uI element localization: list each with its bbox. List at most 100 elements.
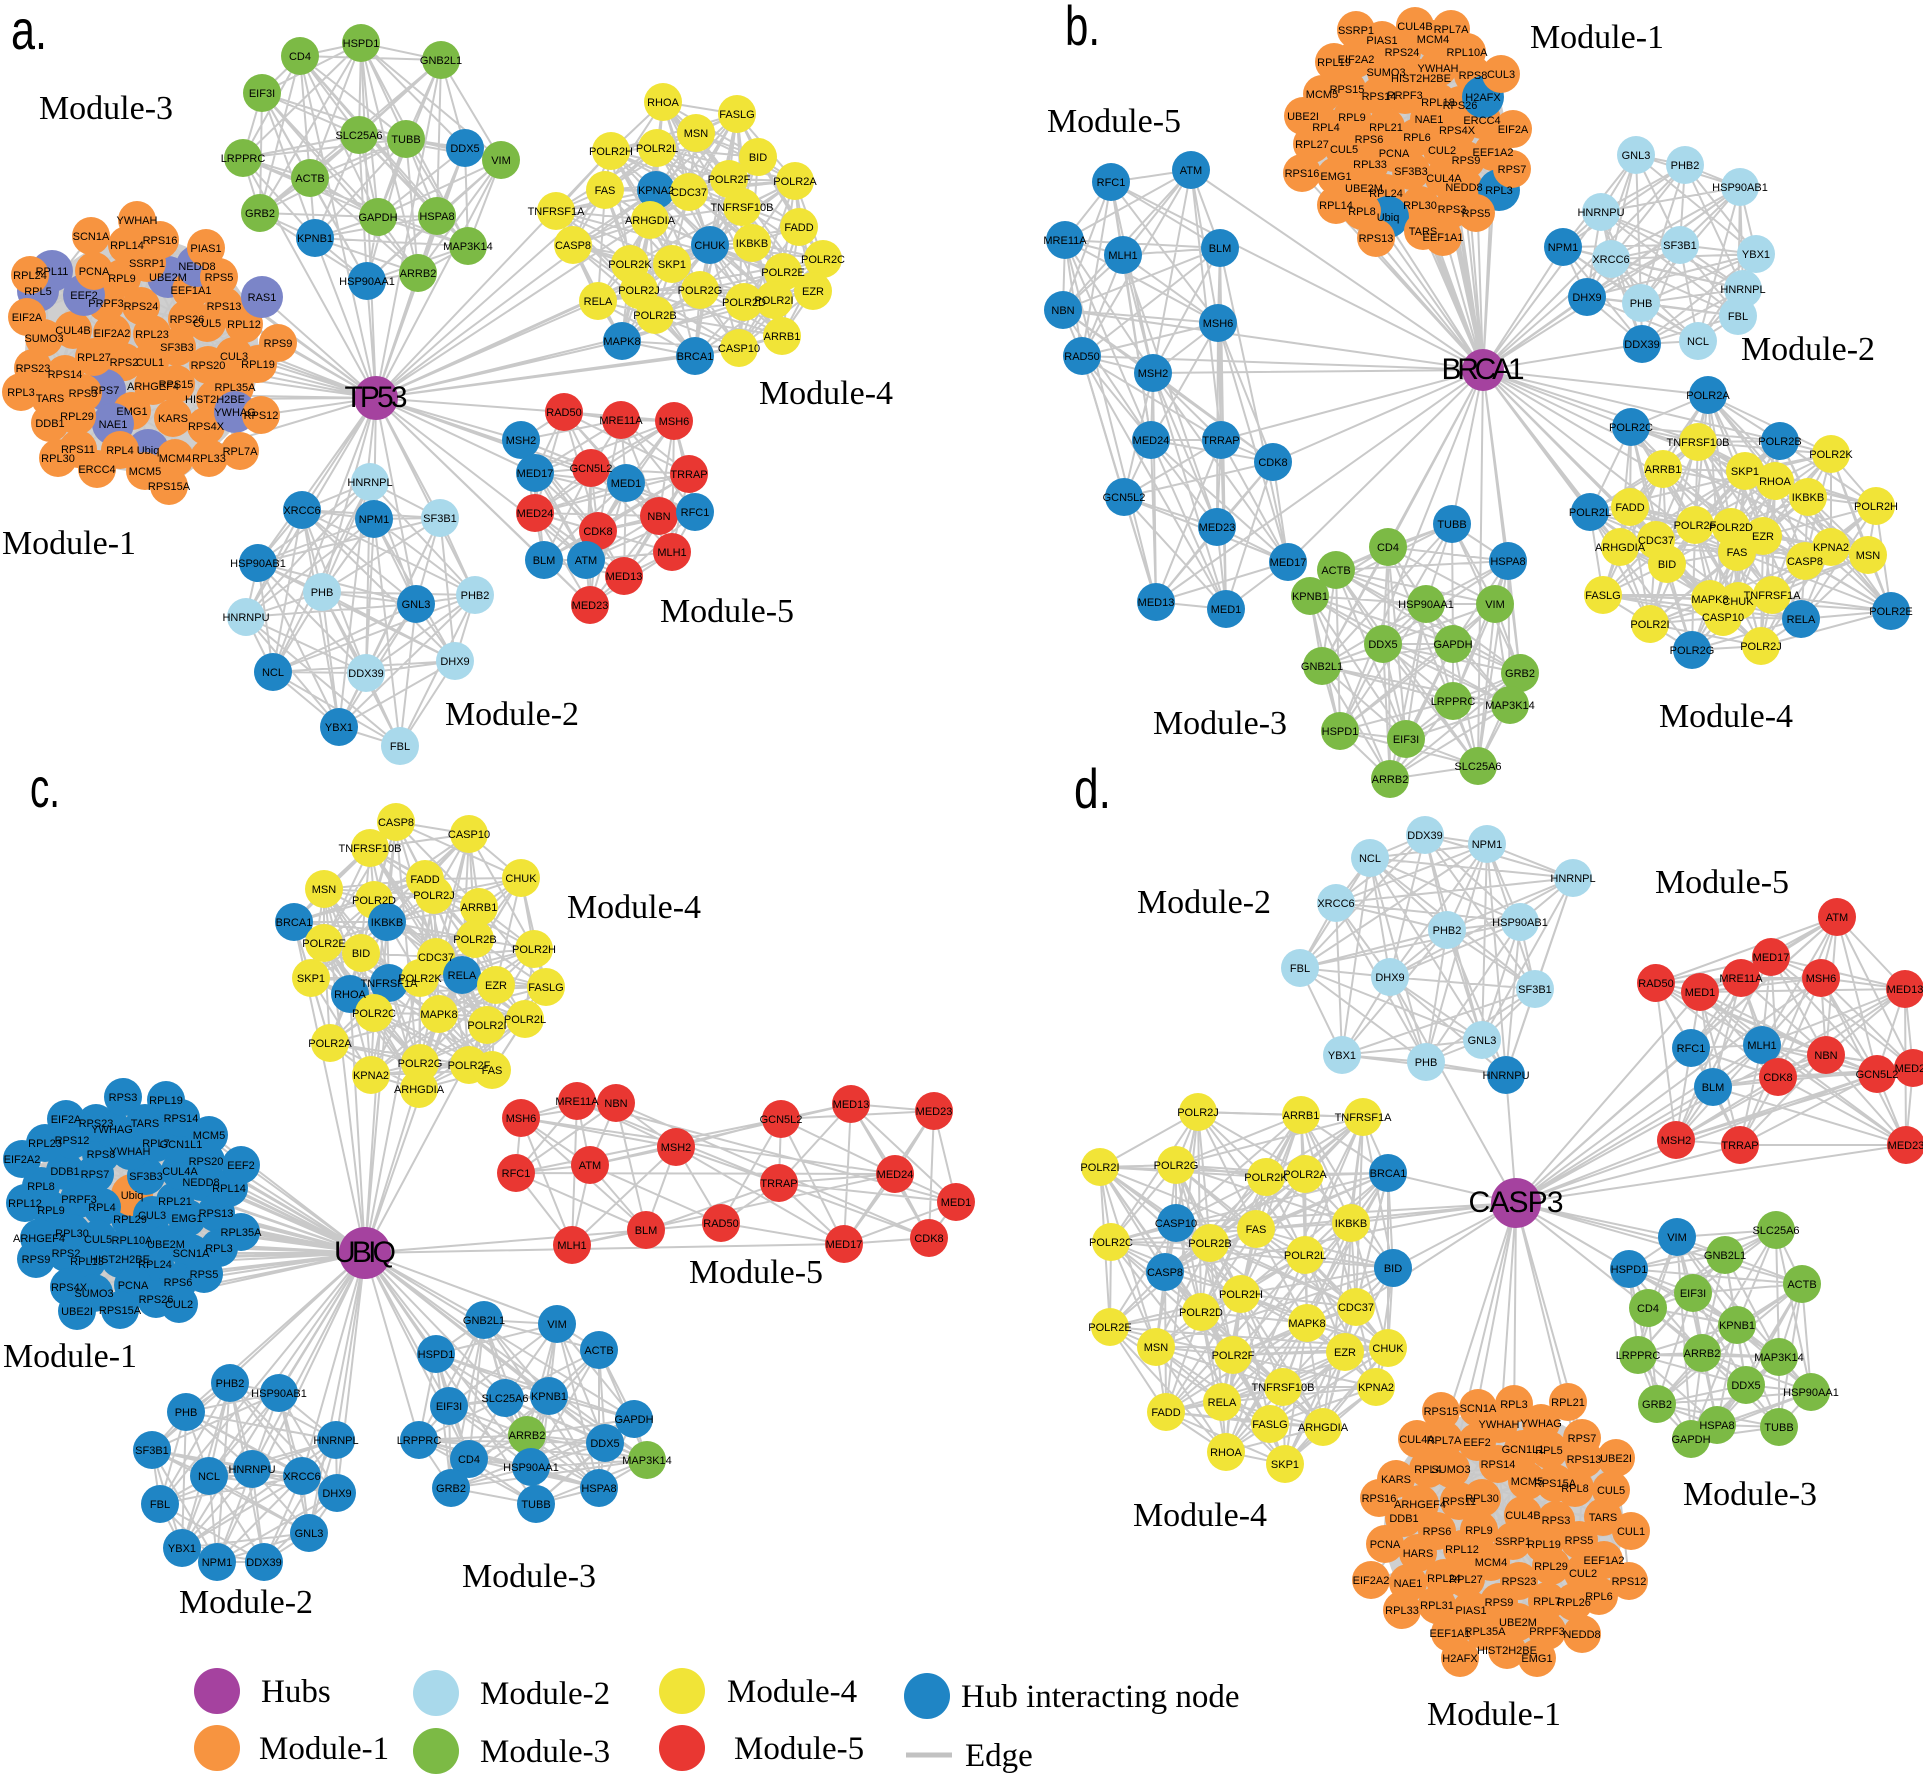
svg-text:MSH6: MSH6 bbox=[1806, 973, 1837, 985]
svg-text:HNRNPU: HNRNPU bbox=[1577, 207, 1624, 219]
svg-text:PHB2: PHB2 bbox=[1671, 160, 1700, 172]
svg-text:EIF3I: EIF3I bbox=[436, 1401, 462, 1413]
svg-text:MED17: MED17 bbox=[1270, 557, 1307, 569]
svg-text:H2AFX: H2AFX bbox=[1465, 92, 1501, 104]
svg-text:CASP10: CASP10 bbox=[718, 343, 760, 355]
svg-text:d.: d. bbox=[1074, 757, 1111, 820]
svg-text:Module-1: Module-1 bbox=[3, 1338, 137, 1375]
svg-text:RPS16: RPS16 bbox=[1362, 1493, 1397, 1505]
svg-text:CDK8: CDK8 bbox=[583, 526, 612, 538]
svg-text:POLR2K: POLR2K bbox=[608, 259, 652, 271]
svg-text:FADD: FADD bbox=[410, 874, 439, 886]
svg-text:POLR2G: POLR2G bbox=[1154, 1160, 1199, 1172]
svg-text:CHUK: CHUK bbox=[694, 240, 726, 252]
svg-text:HSP90AB1: HSP90AB1 bbox=[230, 558, 286, 570]
svg-text:MSH6: MSH6 bbox=[1203, 318, 1234, 330]
svg-text:MED1: MED1 bbox=[1211, 604, 1242, 616]
svg-text:RPS13: RPS13 bbox=[1359, 233, 1394, 245]
svg-text:UBE2M: UBE2M bbox=[1499, 1617, 1537, 1629]
svg-text:MED24: MED24 bbox=[1895, 1063, 1923, 1075]
svg-text:BID: BID bbox=[1658, 559, 1676, 571]
svg-text:RPS14: RPS14 bbox=[1481, 1459, 1516, 1471]
svg-text:NPM1: NPM1 bbox=[359, 514, 390, 526]
svg-text:MED23: MED23 bbox=[572, 600, 609, 612]
svg-text:Module-4: Module-4 bbox=[1659, 698, 1793, 735]
svg-text:RPL27: RPL27 bbox=[1449, 1574, 1483, 1586]
svg-text:ARRB2: ARRB2 bbox=[1372, 774, 1409, 786]
svg-text:POLR2C: POLR2C bbox=[1089, 1237, 1133, 1249]
svg-text:CASP8: CASP8 bbox=[555, 240, 591, 252]
svg-text:HIST2H2BE: HIST2H2BE bbox=[185, 394, 245, 406]
svg-text:EZR: EZR bbox=[802, 286, 824, 298]
svg-text:LRPPRC: LRPPRC bbox=[1616, 1350, 1661, 1362]
svg-text:TNFRSF1A: TNFRSF1A bbox=[528, 206, 586, 218]
svg-text:BLM: BLM bbox=[1702, 1082, 1725, 1094]
svg-text:TNFRSF10B: TNFRSF10B bbox=[339, 843, 402, 855]
svg-text:MED17: MED17 bbox=[826, 1239, 863, 1251]
svg-text:POLR2F: POLR2F bbox=[708, 174, 751, 186]
svg-text:VIM: VIM bbox=[491, 155, 511, 167]
svg-text:TUBB: TUBB bbox=[1764, 1422, 1793, 1434]
svg-text:RPL6: RPL6 bbox=[1585, 1591, 1613, 1603]
svg-text:GCN5L2: GCN5L2 bbox=[760, 1114, 803, 1126]
svg-text:DDX39: DDX39 bbox=[1407, 830, 1442, 842]
svg-text:RPS15: RPS15 bbox=[1424, 1406, 1459, 1418]
svg-text:TNFRSF10B: TNFRSF10B bbox=[1252, 1382, 1315, 1394]
svg-text:RPL24: RPL24 bbox=[1369, 188, 1403, 200]
svg-text:DDX39: DDX39 bbox=[246, 1557, 281, 1569]
svg-text:POLR2L: POLR2L bbox=[1569, 507, 1611, 519]
svg-text:MSN: MSN bbox=[1856, 550, 1881, 562]
svg-text:RPL29: RPL29 bbox=[1534, 1561, 1568, 1573]
svg-text:RPL18: RPL18 bbox=[1421, 97, 1455, 109]
svg-text:POLR2H: POLR2H bbox=[1219, 1289, 1263, 1301]
svg-text:ERCC4: ERCC4 bbox=[78, 464, 115, 476]
svg-text:MRE11A: MRE11A bbox=[555, 1096, 599, 1108]
svg-text:FASLG: FASLG bbox=[719, 109, 754, 121]
svg-text:CDK8: CDK8 bbox=[914, 1233, 943, 1245]
svg-text:BLM: BLM bbox=[533, 555, 556, 567]
svg-text:XRCC6: XRCC6 bbox=[283, 505, 320, 517]
svg-text:PCNA: PCNA bbox=[1370, 1539, 1401, 1551]
svg-text:EIF2A: EIF2A bbox=[1498, 124, 1529, 136]
svg-text:HSPD1: HSPD1 bbox=[343, 38, 380, 50]
svg-text:PCNA: PCNA bbox=[79, 266, 110, 278]
svg-text:RPL12: RPL12 bbox=[227, 319, 261, 331]
svg-text:CUL4B: CUL4B bbox=[55, 325, 90, 337]
svg-text:RPL24: RPL24 bbox=[1427, 1573, 1461, 1585]
svg-text:Module-1: Module-1 bbox=[259, 1731, 389, 1767]
svg-text:RPL19: RPL19 bbox=[149, 1095, 183, 1107]
svg-text:TUBB: TUBB bbox=[1437, 519, 1466, 531]
svg-text:RPL3: RPL3 bbox=[7, 387, 35, 399]
svg-text:EEF2: EEF2 bbox=[1463, 1437, 1491, 1449]
svg-text:PIAS1: PIAS1 bbox=[1455, 1605, 1486, 1617]
svg-text:Module-4: Module-4 bbox=[759, 375, 893, 412]
svg-text:PRPF3: PRPF3 bbox=[88, 298, 123, 310]
svg-text:UBE2M: UBE2M bbox=[149, 272, 187, 284]
svg-text:GNL3: GNL3 bbox=[402, 599, 431, 611]
svg-text:SCN1A: SCN1A bbox=[73, 231, 110, 243]
svg-text:EMG1: EMG1 bbox=[116, 406, 147, 418]
svg-text:HNRNPU: HNRNPU bbox=[222, 612, 269, 624]
svg-text:ARRB2: ARRB2 bbox=[509, 1430, 546, 1442]
svg-text:POLR2H: POLR2H bbox=[589, 146, 633, 158]
svg-text:RHOA: RHOA bbox=[334, 989, 366, 1001]
svg-text:RPS14: RPS14 bbox=[1362, 91, 1397, 103]
svg-text:RPS23: RPS23 bbox=[1502, 1576, 1537, 1588]
svg-text:RFC1: RFC1 bbox=[681, 507, 710, 519]
svg-text:MSH2: MSH2 bbox=[506, 435, 537, 447]
svg-text:CASP10: CASP10 bbox=[448, 829, 490, 841]
svg-text:NCL: NCL bbox=[198, 1471, 220, 1483]
svg-text:RPL3: RPL3 bbox=[205, 1243, 233, 1255]
svg-text:RPS6: RPS6 bbox=[1423, 1526, 1452, 1538]
svg-text:HSPD1: HSPD1 bbox=[1322, 726, 1359, 738]
svg-text:RPL14: RPL14 bbox=[212, 1183, 246, 1195]
svg-text:RPL9: RPL9 bbox=[1465, 1525, 1493, 1537]
svg-text:RPL23: RPL23 bbox=[28, 1138, 62, 1150]
svg-text:TNFRSF10B: TNFRSF10B bbox=[711, 202, 774, 214]
svg-text:VIM: VIM bbox=[547, 1319, 567, 1331]
svg-text:RPS23: RPS23 bbox=[16, 363, 51, 375]
svg-text:SKP1: SKP1 bbox=[658, 259, 686, 271]
svg-text:CUL5: CUL5 bbox=[1330, 144, 1358, 156]
svg-text:LRPPRC: LRPPRC bbox=[221, 153, 266, 165]
svg-text:PRPF3: PRPF3 bbox=[1387, 90, 1422, 102]
